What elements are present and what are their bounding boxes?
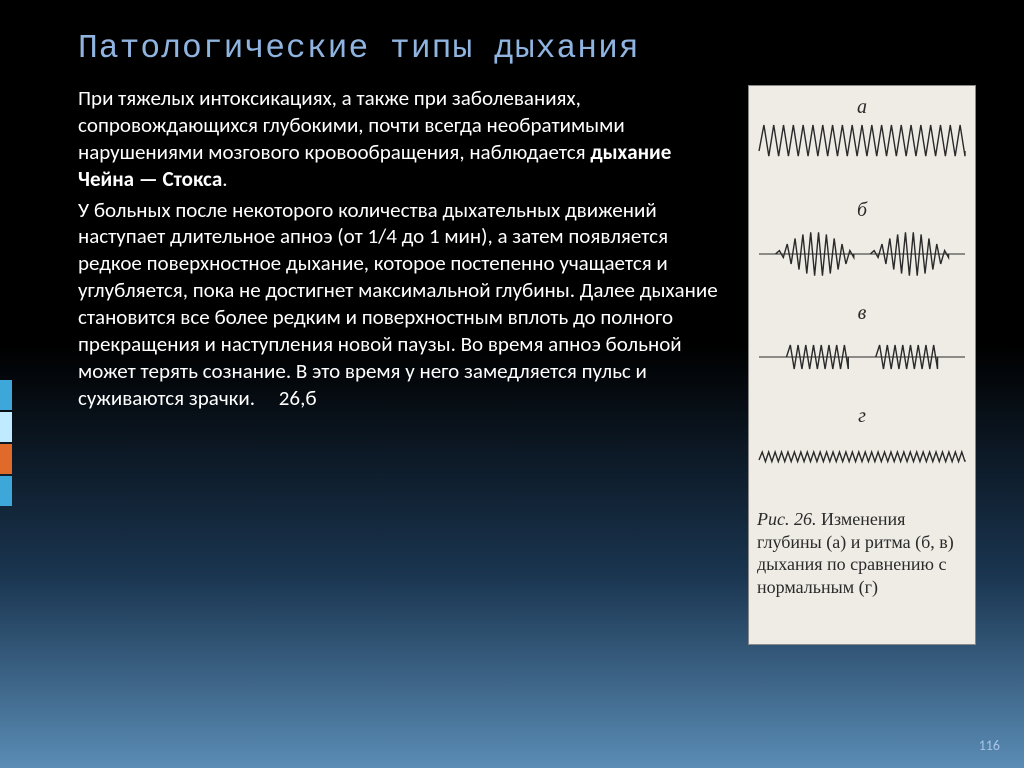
wave-b-block: б — [757, 199, 967, 284]
wave-d-label: г — [757, 405, 967, 428]
paragraph-1: При тяжелых интоксикациях, а также при з… — [78, 85, 730, 193]
text-column: При тяжелых интоксикациях, а также при з… — [78, 85, 730, 645]
wave-d-block: г — [757, 405, 967, 490]
wave-c-block: в — [757, 302, 967, 387]
p1-part-b: . — [222, 166, 227, 192]
wave-b-label: б — [757, 199, 967, 222]
wave-a-block: а — [757, 96, 967, 181]
tab-3 — [0, 444, 12, 474]
tab-1 — [0, 380, 12, 410]
page-number: 116 — [979, 737, 1000, 754]
wave-c-label: в — [757, 302, 967, 325]
caption-prefix: Рис. 26. — [757, 509, 816, 529]
paragraph-2: У больных после некоторого количества ды… — [78, 197, 730, 412]
slide-title: Патологические типы дыхания — [78, 30, 976, 67]
figure-column: а б в г Рис. 26. Изменения глубины (а) и… — [748, 85, 976, 645]
content-area: При тяжелых интоксикациях, а также при з… — [78, 85, 976, 645]
breathing-figure: а б в г Рис. 26. Изменения глубины (а) и… — [748, 85, 976, 645]
wave-c-svg — [757, 327, 967, 387]
wave-d-svg — [757, 430, 967, 490]
wave-b-svg — [757, 224, 967, 284]
tab-2 — [0, 412, 12, 442]
figure-caption: Рис. 26. Изменения глубины (а) и ритма (… — [757, 508, 967, 598]
tab-4 — [0, 476, 12, 506]
side-tabs — [0, 380, 12, 508]
p1-part-a: При тяжелых интоксикациях, а также при з… — [78, 85, 625, 165]
wave-a-svg — [757, 121, 967, 181]
wave-a-label: а — [757, 96, 967, 119]
